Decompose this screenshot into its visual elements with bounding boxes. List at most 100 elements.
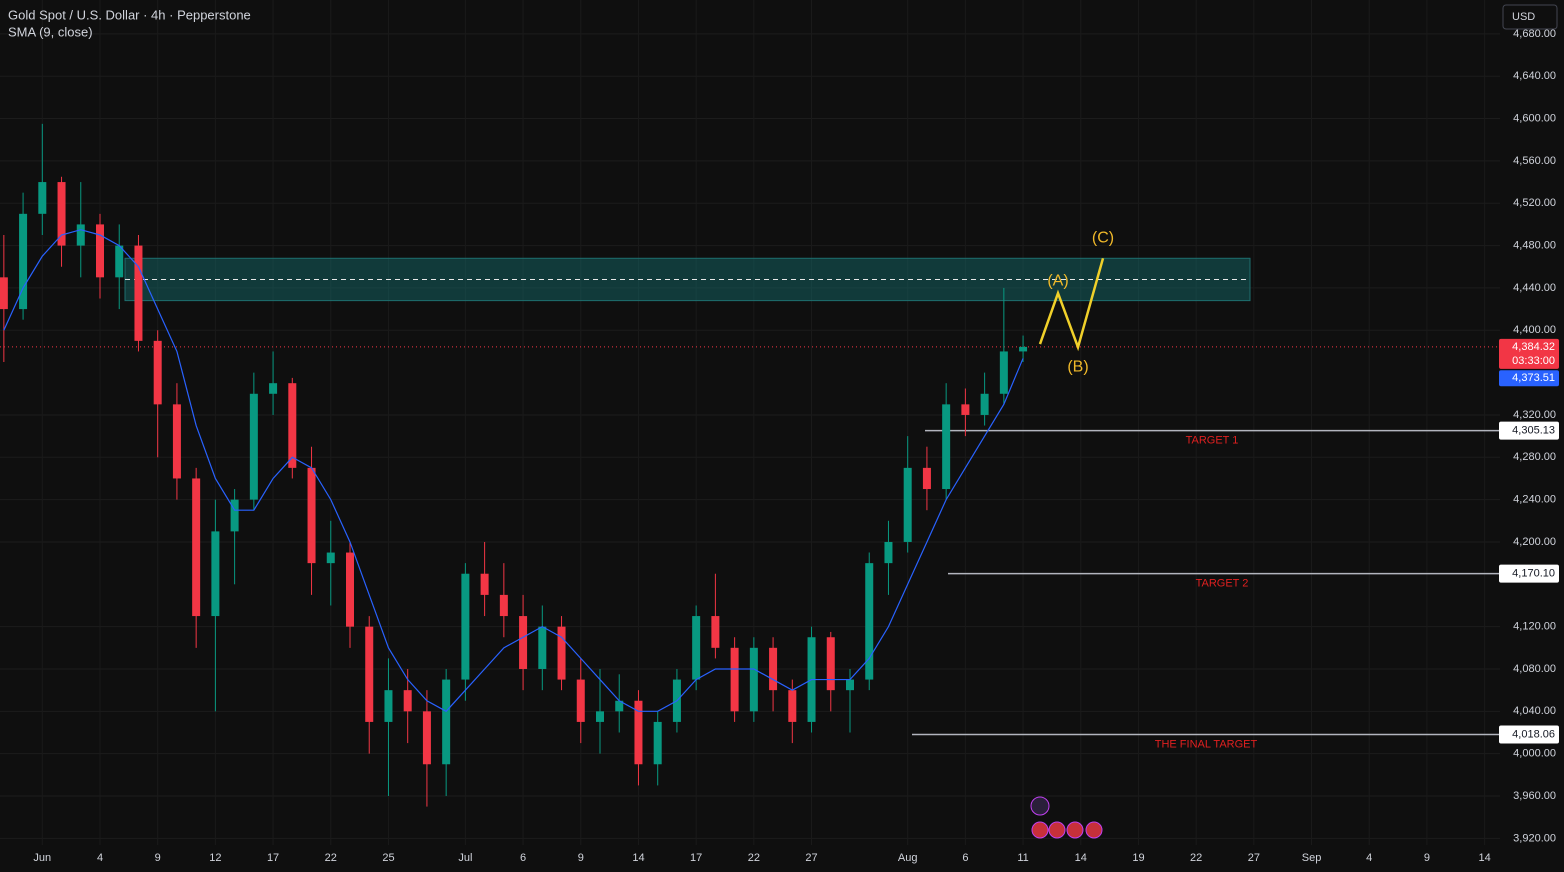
wave-label: (A) — [1047, 272, 1068, 289]
x-tick-label: 12 — [209, 852, 221, 864]
currency[interactable]: USD — [1512, 11, 1535, 23]
candle-body — [480, 573, 489, 595]
last-price-label: 4,384.32 — [1512, 341, 1555, 353]
target-label: THE FINAL TARGET — [1155, 738, 1258, 750]
candle-body — [576, 679, 585, 722]
y-tick-label: 4,120.00 — [1513, 621, 1556, 633]
x-tick-label: 9 — [1424, 852, 1430, 864]
candle-body — [38, 182, 47, 214]
y-tick-label: 4,440.00 — [1513, 282, 1556, 294]
candle-body — [384, 690, 393, 722]
candle-body — [730, 647, 739, 712]
candle-body — [519, 616, 528, 669]
candle-body — [903, 467, 912, 542]
y-tick-label: 4,080.00 — [1513, 663, 1556, 675]
candle-body — [326, 552, 335, 564]
y-tick-label: 4,040.00 — [1513, 705, 1556, 717]
candle-body — [538, 626, 547, 669]
sma-line — [3, 229, 1024, 713]
y-tick-label: 3,960.00 — [1513, 790, 1556, 802]
x-tick-label: 17 — [690, 852, 702, 864]
x-tick-label: Sep — [1302, 852, 1322, 864]
candle-body — [115, 245, 124, 278]
wave-projection — [1038, 257, 1105, 352]
candle-body — [615, 700, 624, 712]
currency-box[interactable] — [1502, 4, 1558, 30]
candle-body — [365, 626, 374, 722]
candle-body — [596, 711, 604, 722]
x-tick-label: 9 — [155, 852, 161, 864]
candle-body — [692, 616, 701, 680]
indicator-label: SMA (9, close) — [8, 24, 93, 39]
chart-title: Gold Spot / U.S. Dollar · 4h · Peppersto… — [8, 7, 251, 22]
candle-body — [96, 224, 104, 278]
x-tick-label: 17 — [267, 852, 279, 864]
candle-body — [57, 182, 66, 246]
y-tick-label: 4,600.00 — [1513, 112, 1556, 124]
candle-body — [403, 690, 412, 712]
countdown: 03:33:00 — [1512, 355, 1555, 367]
x-tick-label: 4 — [1366, 852, 1372, 864]
candle-body — [461, 573, 470, 680]
candle-body — [269, 383, 278, 394]
x-tick-label: 19 — [1132, 852, 1144, 864]
candle-body — [922, 467, 931, 490]
candle-body — [634, 700, 643, 765]
event-icon[interactable] — [1031, 821, 1049, 839]
x-tick-label: 27 — [805, 852, 817, 864]
candle-body — [19, 213, 28, 310]
candle-body — [711, 616, 720, 648]
target-label: TARGET 2 — [1196, 578, 1249, 590]
candle-body — [192, 478, 201, 617]
candle-body — [769, 647, 778, 691]
candle-body — [172, 404, 181, 479]
candle-body — [942, 404, 951, 490]
y-tick-label: 4,520.00 — [1513, 197, 1556, 209]
y-tick-label: 4,560.00 — [1513, 155, 1556, 167]
target-price: 4,018.06 — [1512, 728, 1555, 740]
x-tick-label: 9 — [578, 852, 584, 864]
candle-body — [442, 679, 451, 765]
y-tick-label: 4,400.00 — [1513, 324, 1556, 336]
candle-body — [884, 541, 893, 564]
candle-body — [211, 531, 220, 617]
event-icon[interactable] — [1066, 821, 1084, 839]
target-price: 4,170.10 — [1512, 568, 1555, 580]
candle-body — [961, 404, 970, 415]
y-tick-label: 4,000.00 — [1513, 748, 1556, 760]
candle-body — [749, 647, 758, 712]
candle-body — [826, 637, 835, 691]
event-icon[interactable] — [1085, 821, 1103, 839]
sma-price-box — [1499, 370, 1559, 387]
y-tick-label: 4,680.00 — [1513, 28, 1556, 40]
candle-body — [653, 721, 662, 765]
candle-body — [134, 245, 143, 341]
wave-label: (B) — [1067, 358, 1088, 375]
x-tick-label: 11 — [1017, 852, 1028, 864]
event-icon[interactable] — [1048, 821, 1066, 839]
x-tick-label: 6 — [520, 852, 526, 864]
target-price-box — [1499, 725, 1559, 744]
candle-body — [999, 351, 1008, 394]
target-label: TARGET 1 — [1186, 435, 1239, 447]
candle-body — [153, 340, 162, 405]
candle-body — [865, 563, 874, 680]
last-price-box — [1499, 338, 1559, 369]
candle-body — [230, 499, 239, 532]
candle-body — [846, 679, 854, 691]
x-tick-label: 14 — [632, 852, 644, 864]
candle-body — [0, 277, 8, 310]
candle-body — [499, 594, 508, 617]
target-price-box — [1499, 421, 1559, 440]
event-icon[interactable] — [1030, 796, 1050, 816]
x-tick-label: 27 — [1248, 852, 1260, 864]
x-tick-label: 25 — [382, 852, 394, 864]
target-price-box — [1499, 564, 1559, 583]
x-tick-label: 14 — [1075, 852, 1087, 864]
x-tick-label: 6 — [962, 852, 968, 864]
x-tick-label: Jun — [33, 852, 51, 864]
candle-body — [980, 393, 989, 415]
x-tick-label: 22 — [748, 852, 760, 864]
x-tick-label: 4 — [97, 852, 103, 864]
